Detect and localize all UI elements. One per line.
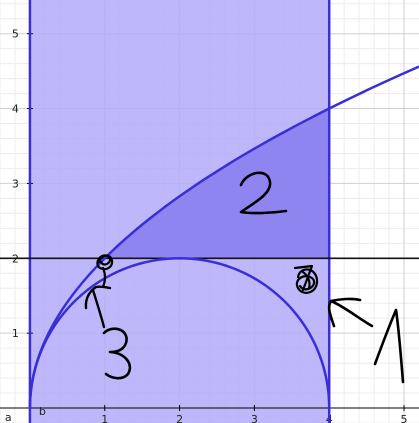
x-tick-label: 3 [251, 413, 258, 423]
y-tick-label: 3 [12, 177, 19, 190]
handwritten-annotations [84, 171, 405, 384]
handwritten-arrow-to-semicircle [327, 297, 374, 328]
handwritten-number-1 [373, 308, 405, 384]
semicircle-curve [28, 257, 331, 409]
scribble-right-intersection [293, 264, 319, 294]
handwritten-number-2 [239, 171, 288, 215]
point-label-b: b [39, 405, 46, 418]
handwritten-arrow-to-left-intersection [84, 285, 112, 329]
y-tick-label: 4 [12, 103, 19, 116]
point-label-a: a [5, 411, 12, 423]
x-tick-label: 2 [176, 413, 183, 423]
x-tick-label: 1 [101, 413, 108, 423]
y-tick-label: 5 [12, 28, 19, 41]
point-labels: a b [5, 405, 46, 423]
y-tick-label: 1 [12, 327, 19, 340]
x-tick-label: 5 [401, 413, 408, 423]
region-between-curves [104, 108, 330, 259]
scribble-left-intersection [96, 254, 114, 289]
handwritten-number-3 [102, 327, 132, 380]
